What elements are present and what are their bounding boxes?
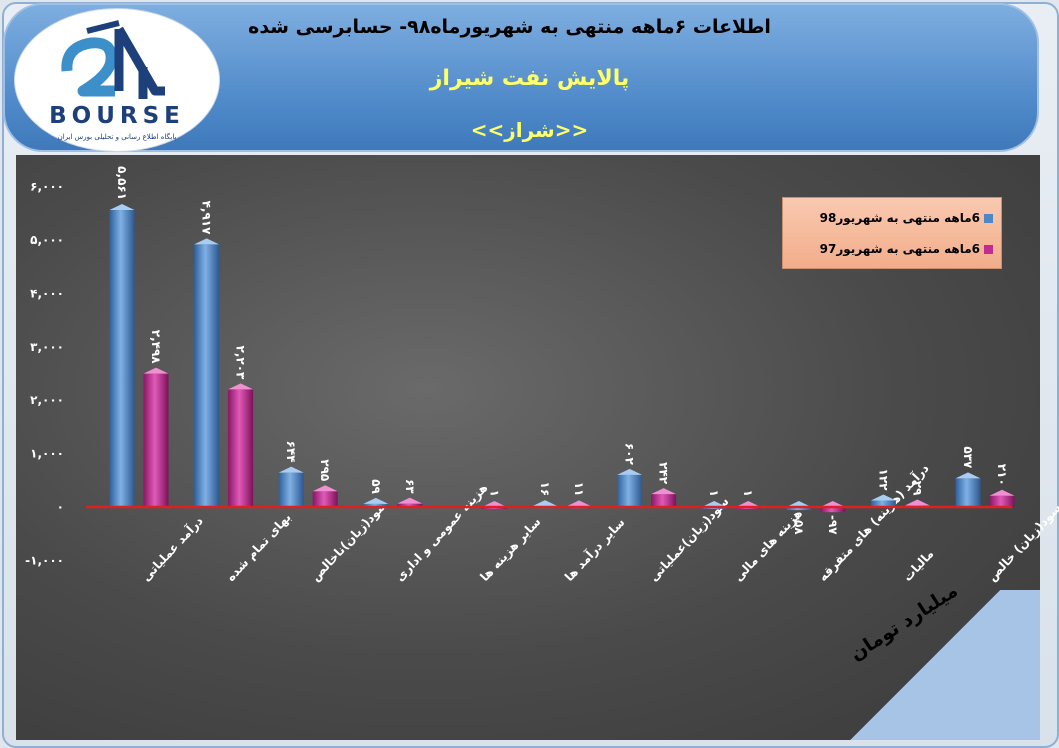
y-tick-label: -۱,۰۰۰	[25, 553, 64, 567]
bar-cap-98	[617, 468, 643, 475]
x-category-label: هزینه عمومی و اداری	[393, 481, 491, 585]
data-label-97: ۲,۲۰۳	[234, 346, 248, 381]
bar-cap-97	[312, 485, 338, 492]
logo-mark-icon	[61, 20, 165, 99]
x-category-label: سود(زیان)ناخالص	[308, 497, 391, 585]
bar-cap-97	[989, 489, 1015, 496]
bar-97	[397, 503, 423, 507]
data-label-97: ۲,۴۹۸	[149, 330, 163, 365]
data-label-98: ۵۹	[369, 479, 383, 494]
bar-cap-98	[786, 501, 812, 507]
y-tick-label: ۰	[57, 500, 64, 514]
bar-cap-97	[228, 383, 254, 390]
company-name: پالایش نفت شیراز	[429, 66, 630, 91]
legend-label-98: 6ماهه منتهی به شهریور98	[819, 211, 980, 225]
bar-cap-97	[820, 501, 846, 507]
bar-98	[109, 210, 135, 507]
data-label-97: ۱۱	[572, 482, 586, 497]
bar-cap-97	[651, 488, 677, 495]
data-label-98: ۵,۵۶۱	[115, 166, 129, 200]
y-tick-label: ۴,۰۰۰	[30, 286, 64, 300]
y-tick-label: ۲,۰۰۰	[30, 393, 64, 407]
page-title: اطلاعات ۶ماهه منتهی به شهریورماه۹۸- حساب…	[248, 16, 771, 38]
legend-swatch-97	[984, 244, 993, 254]
y-tick-label: ۵,۰۰۰	[30, 233, 64, 247]
bar-98	[870, 500, 896, 507]
x-category-label: بهای تمام شده	[224, 510, 295, 585]
data-label-97: ۱	[487, 490, 501, 497]
units-stamp-bg	[810, 590, 1040, 740]
data-label-97: ۲۴۲	[657, 462, 671, 485]
legend-label-97: 6ماهه منتهی به شهریور97	[819, 242, 980, 256]
bar-cap-97	[143, 367, 169, 374]
y-tick-label: ۱,۰۰۰	[30, 447, 64, 461]
bar-cap-97	[397, 497, 423, 504]
data-label-97: ۱	[741, 490, 755, 497]
bar-97	[989, 495, 1015, 507]
data-label-98: ۱۲۲	[876, 469, 890, 492]
data-label-98: ۱۶	[538, 481, 552, 496]
logo-word: BOURSE	[49, 103, 185, 129]
bar-cap-98	[955, 472, 981, 479]
bar-97	[143, 373, 169, 507]
bar-98	[278, 472, 304, 507]
data-label-98: ۶۴۴	[284, 441, 298, 463]
data-label-97: -۹۷	[826, 515, 840, 535]
bar-97	[312, 491, 338, 507]
bar-98	[194, 244, 220, 508]
bar-97	[651, 494, 677, 507]
x-category-label: سایر درآمد ها	[561, 515, 627, 584]
bourse24-logo: BOURSE پایگاه اطلاع رسانی و تحلیلی بورس …	[14, 8, 220, 152]
bar-98	[786, 507, 812, 511]
legend-item-98: 6ماهه منتهی به شهریور98	[820, 211, 993, 225]
bar-cap-98	[363, 497, 389, 504]
bar-cap-98	[109, 204, 135, 211]
bar-98	[955, 478, 981, 507]
bar-cap-97	[904, 499, 930, 506]
legend-swatch-98	[984, 213, 993, 223]
bar-98	[617, 474, 643, 507]
ticker-symbol: <<شراز>>	[470, 118, 589, 142]
data-label-97: ۲۱۰	[995, 464, 1009, 486]
bar-cap-97	[735, 500, 761, 507]
bar-97	[228, 389, 254, 507]
logo-subtitle: پایگاه اطلاع رسانی و تحلیلی بورس ایران	[57, 133, 177, 141]
y-tick-label: ۳,۰۰۰	[30, 340, 64, 354]
x-category-label: درآمد عملیاتی	[138, 513, 206, 584]
data-label-98: -۵۸	[792, 515, 806, 535]
data-label-97: ۶۳	[403, 479, 417, 494]
bar-97	[820, 507, 846, 513]
bar-cap-98	[194, 238, 220, 245]
x-category-label: سود(زیان) خالص	[985, 501, 1059, 585]
legend-item-97: 6ماهه منتهی به شهریور97	[820, 242, 993, 256]
data-label-98: ۱	[707, 490, 721, 497]
x-category-label: مالیات	[900, 547, 936, 584]
bar-cap-98	[701, 500, 727, 507]
bar-cap-98	[532, 500, 558, 507]
bar-cap-97	[481, 500, 507, 507]
units-stamp: ارقام به میلیارد تومان	[810, 590, 1040, 740]
bar-98	[363, 503, 389, 507]
bar-cap-98	[278, 466, 304, 473]
legend: 6ماهه منتهی به شهریور98 6ماهه منتهی به ش…	[782, 197, 1002, 269]
data-label-97: ۲۹	[910, 481, 924, 496]
data-label-98: ۴,۹۱۷	[200, 201, 214, 236]
data-label-97: ۲۹۵	[318, 459, 332, 481]
y-tick-label: ۶,۰۰۰	[30, 180, 64, 194]
data-label-98: ۶۰۲	[623, 443, 637, 466]
x-category-label: سایر هزینه ها	[477, 515, 543, 584]
bar-cap-97	[566, 500, 592, 507]
data-label-98: ۵۳۷	[961, 446, 975, 469]
bar-cap-98	[870, 494, 896, 501]
